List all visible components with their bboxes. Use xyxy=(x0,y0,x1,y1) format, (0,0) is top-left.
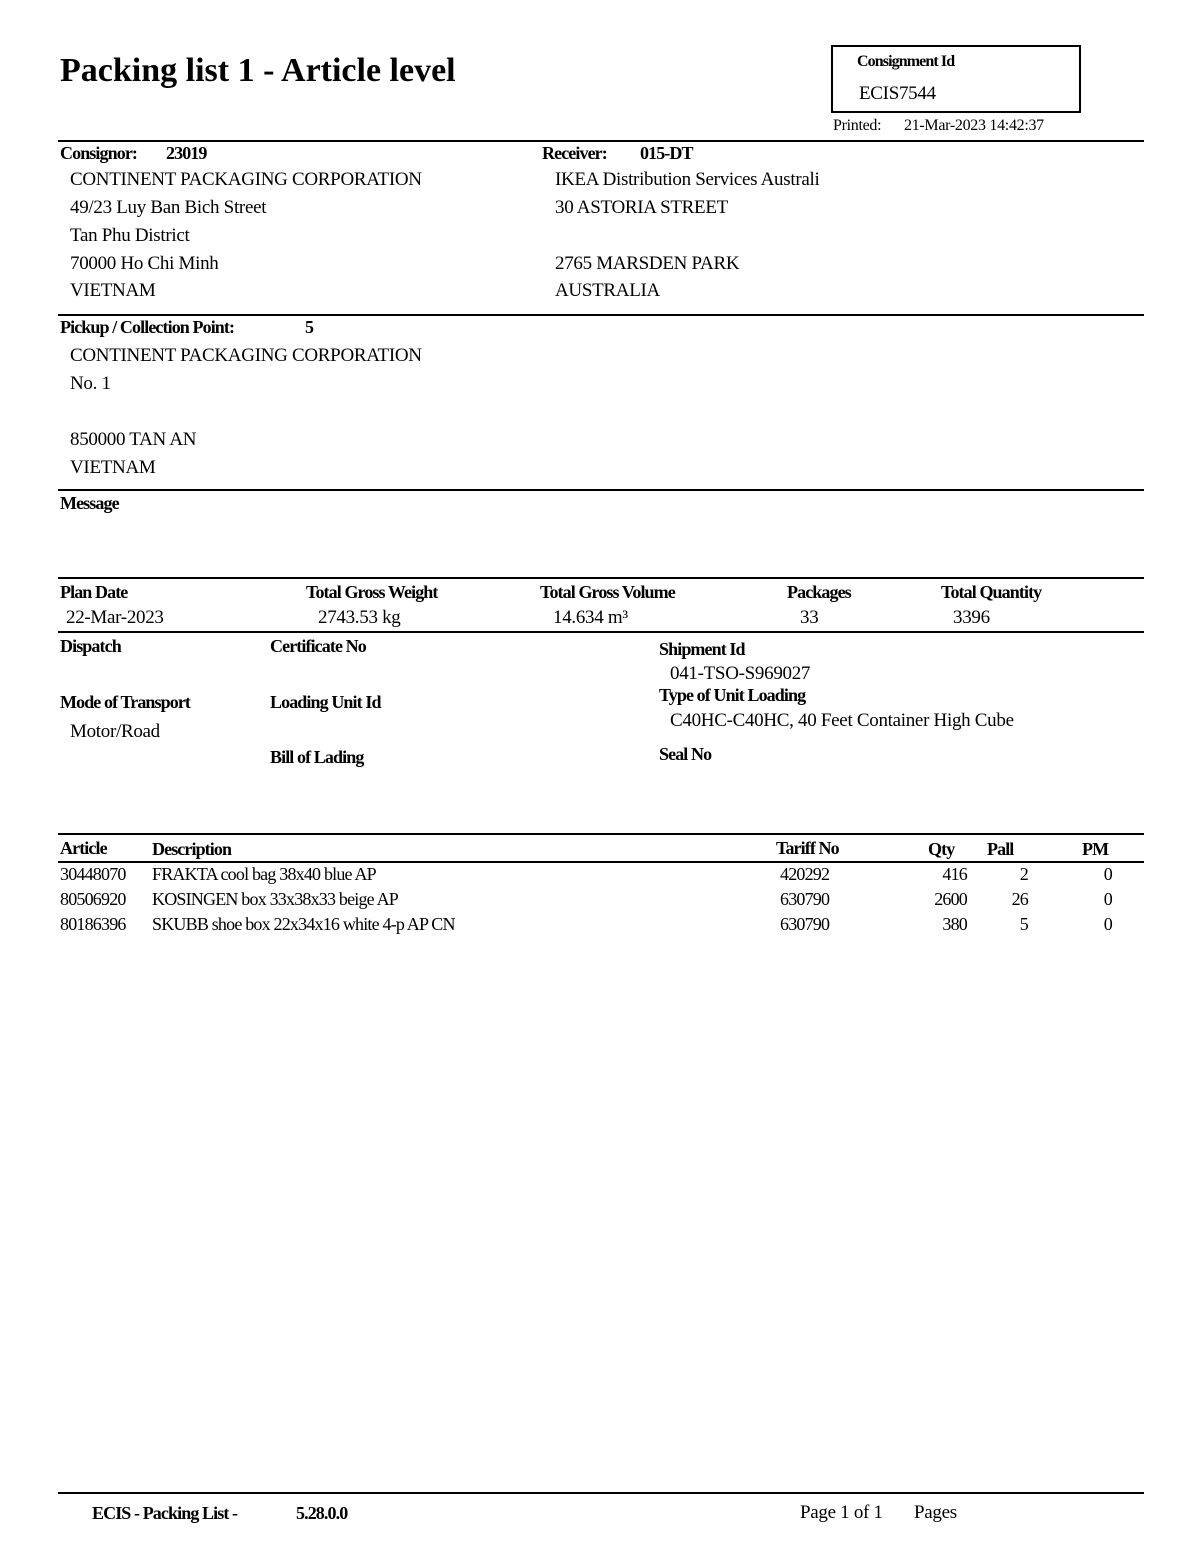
receiver-line: 2765 MARSDEN PARK xyxy=(555,253,740,274)
dispatch-label: Dispatch xyxy=(60,636,122,656)
divider xyxy=(58,861,1144,863)
consignor-line: 49/23 Luy Ban Bich Street xyxy=(70,197,267,218)
col-tariff: Tariff No xyxy=(776,838,840,858)
divider xyxy=(58,631,1144,633)
printed-value: 21-Mar-2023 14:42:37 xyxy=(904,117,1044,134)
receiver-label: Receiver: xyxy=(542,143,608,163)
pall-cell: 26 xyxy=(1011,889,1029,909)
consignor-line: 70000 Ho Chi Minh xyxy=(70,253,219,274)
tariff-cell: 420292 xyxy=(780,864,830,884)
gross-weight-value: 2743.53 kg xyxy=(318,607,401,628)
qty-cell: 416 xyxy=(942,864,967,884)
footer-app: ECIS - Packing List - xyxy=(92,1503,238,1523)
description-cell: KOSINGEN box 33x38x33 beige AP xyxy=(152,889,399,909)
consignment-id-value: ECIS7544 xyxy=(859,83,936,104)
receiver-line: 30 ASTORIA STREET xyxy=(555,197,728,218)
divider xyxy=(58,140,1144,142)
consignment-id-label: Consignment Id xyxy=(857,53,955,70)
pickup-code: 5 xyxy=(305,317,314,337)
total-quantity-value: 3396 xyxy=(953,607,990,628)
consignor-line: Tan Phu District xyxy=(70,225,190,246)
footer-version: 5.28.0.0 xyxy=(296,1503,348,1523)
bill-of-lading-label: Bill of Lading xyxy=(270,747,364,767)
description-cell: FRAKTA cool bag 38x40 blue AP xyxy=(152,864,377,884)
plan-date-label: Plan Date xyxy=(60,582,128,602)
col-pm: PM xyxy=(1082,839,1109,859)
divider xyxy=(58,314,1144,316)
qty-cell: 2600 xyxy=(934,889,968,909)
packages-label: Packages xyxy=(787,582,852,602)
page-title: Packing list 1 - Article level xyxy=(60,52,456,89)
message-label: Message xyxy=(60,493,120,513)
receiver-line: AUSTRALIA xyxy=(555,280,660,301)
tariff-cell: 630790 xyxy=(780,889,830,909)
col-pall: Pall xyxy=(987,839,1014,859)
mode-of-transport-label: Mode of Transport xyxy=(60,692,191,712)
unit-loading-value: C40HC-C40HC, 40 Feet Container High Cube xyxy=(670,710,1014,731)
divider xyxy=(58,833,1144,835)
plan-date-value: 22-Mar-2023 xyxy=(66,607,164,628)
pickup-line: VIETNAM xyxy=(70,457,156,478)
shipment-id-value: 041-TSO-S969027 xyxy=(670,663,811,684)
receiver-line: IKEA Distribution Services Australi xyxy=(555,169,820,190)
seal-no-label: Seal No xyxy=(659,744,712,764)
divider xyxy=(58,1492,1144,1494)
consignor-line: VIETNAM xyxy=(70,280,156,301)
pickup-line: 850000 TAN AN xyxy=(70,429,197,450)
gross-volume-label: Total Gross Volume xyxy=(540,582,676,602)
consignor-line: CONTINENT PACKAGING CORPORATION xyxy=(70,169,422,190)
pall-cell: 2 xyxy=(1019,864,1029,884)
divider xyxy=(58,577,1144,579)
footer-pages-label: Pages xyxy=(914,1502,957,1523)
printed-label: Printed: xyxy=(833,117,882,134)
article-cell: 30448070 xyxy=(60,864,126,884)
receiver-code: 015-DT xyxy=(640,143,694,163)
certificate-label: Certificate No xyxy=(270,636,367,656)
footer-page: Page 1 of 1 xyxy=(800,1502,883,1523)
gross-weight-label: Total Gross Weight xyxy=(306,582,438,602)
col-qty: Qty xyxy=(928,839,955,859)
qty-cell: 380 xyxy=(942,914,967,934)
pickup-label: Pickup / Collection Point: xyxy=(60,317,235,337)
pm-cell: 0 xyxy=(1103,914,1113,934)
article-cell: 80186396 xyxy=(60,914,126,934)
pickup-line: CONTINENT PACKAGING CORPORATION xyxy=(70,345,422,366)
unit-loading-label: Type of Unit Loading xyxy=(659,685,806,705)
col-article: Article xyxy=(60,838,108,858)
consignor-code: 23019 xyxy=(166,143,207,163)
packages-value: 33 xyxy=(800,607,819,628)
total-quantity-label: Total Quantity xyxy=(941,582,1042,602)
mode-of-transport-value: Motor/Road xyxy=(70,721,160,742)
divider xyxy=(58,489,1144,491)
loading-unit-label: Loading Unit Id xyxy=(270,692,381,712)
shipment-id-label: Shipment Id xyxy=(659,639,746,659)
pm-cell: 0 xyxy=(1103,864,1113,884)
pall-cell: 5 xyxy=(1019,914,1029,934)
consignment-id-box: Consignment Id ECIS7544 xyxy=(831,45,1081,113)
gross-volume-value: 14.634 m³ xyxy=(553,607,628,628)
article-cell: 80506920 xyxy=(60,889,126,909)
pm-cell: 0 xyxy=(1103,889,1113,909)
pickup-line: No. 1 xyxy=(70,373,111,394)
consignor-label: Consignor: xyxy=(60,143,138,163)
description-cell: SKUBB shoe box 22x34x16 white 4-p AP CN xyxy=(152,914,455,934)
col-description: Description xyxy=(152,839,232,859)
tariff-cell: 630790 xyxy=(780,914,830,934)
